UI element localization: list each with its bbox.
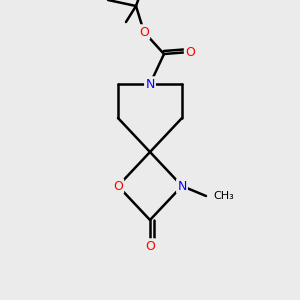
Text: O: O <box>113 179 123 193</box>
Text: O: O <box>145 239 155 253</box>
Text: CH₃: CH₃ <box>213 191 234 201</box>
Text: N: N <box>145 77 155 91</box>
Text: N: N <box>177 179 187 193</box>
Text: O: O <box>185 46 195 59</box>
Text: O: O <box>139 26 149 38</box>
